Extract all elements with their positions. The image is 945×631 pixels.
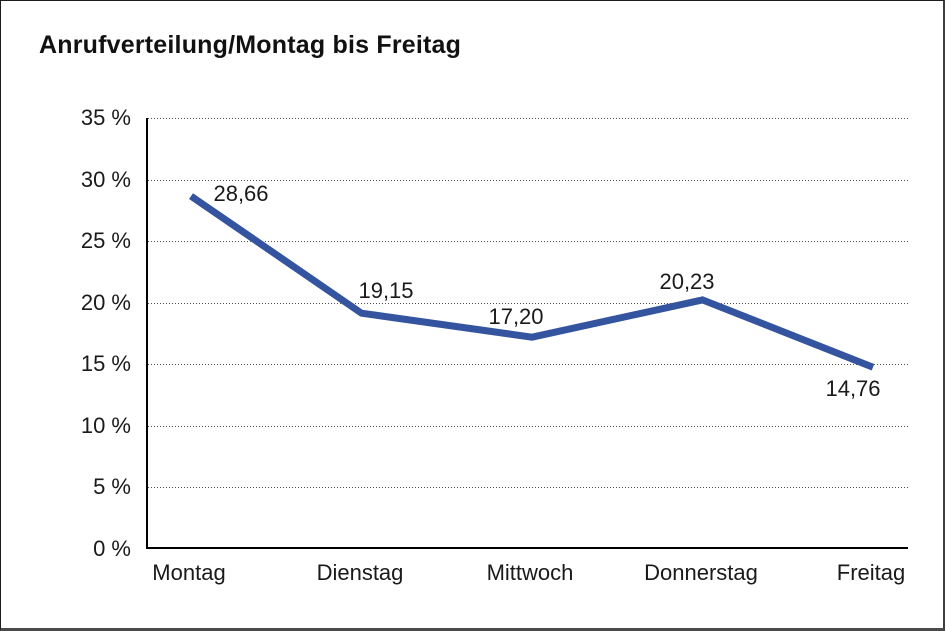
gridline-30 xyxy=(148,180,908,181)
y-tick-label: 25 % xyxy=(80,228,131,253)
y-tick-label: 15 % xyxy=(80,351,131,376)
gridline-20 xyxy=(148,303,908,304)
y-tick-label: 10 % xyxy=(80,413,131,438)
gridline-10 xyxy=(148,426,908,427)
x-tick-label-mittwoch: Mittwoch xyxy=(486,560,574,585)
data-line xyxy=(189,193,875,371)
gridline-5 xyxy=(148,487,908,488)
y-tick-label: 0 % xyxy=(93,536,131,561)
y-tick-label: 20 % xyxy=(80,290,131,315)
data-label: 28,66 xyxy=(213,181,269,206)
gridline-15 xyxy=(148,364,908,365)
x-tick-label-donnerstag: Donnerstag xyxy=(644,560,758,585)
data-label: 19,15 xyxy=(358,278,414,303)
x-tick-label-freitag: Freitag xyxy=(836,560,906,585)
data-line-svg xyxy=(189,193,875,371)
y-tick-label: 35 % xyxy=(80,105,131,130)
gridline-35 xyxy=(148,118,908,119)
data-label: 17,20 xyxy=(488,304,544,329)
x-tick-label-dienstag: Dienstag xyxy=(316,560,404,585)
y-tick-label: 30 % xyxy=(80,167,131,192)
data-label: 14,76 xyxy=(825,376,881,401)
data-label: 20,23 xyxy=(659,269,715,294)
gridline-25 xyxy=(148,241,908,242)
x-tick-label-montag: Montag xyxy=(152,560,226,585)
chart-title: Anrufverteilung/Montag bis Freitag xyxy=(39,31,462,59)
plot-area xyxy=(146,118,908,549)
y-tick-label: 5 % xyxy=(93,474,131,499)
